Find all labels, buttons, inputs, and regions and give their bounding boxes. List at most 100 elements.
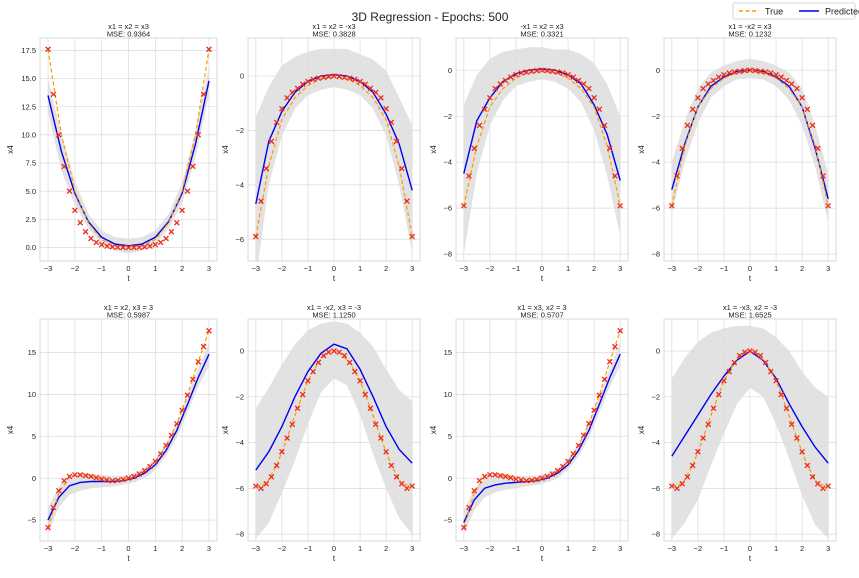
sample-marker: [481, 473, 488, 480]
y-tick-label: 0: [240, 347, 244, 356]
sample-marker: [294, 405, 301, 412]
sample-marker: [570, 74, 577, 80]
x-tick-label: −2: [486, 264, 495, 273]
sample-marker: [98, 241, 105, 248]
sample-marker: [409, 233, 416, 240]
uncertainty-band: [671, 325, 829, 539]
plot-area: [45, 327, 212, 533]
y-tick-label: 10.0: [21, 130, 36, 139]
y-tick-label: 0: [656, 347, 660, 356]
y-tick-label: 15: [444, 348, 452, 357]
axes-frame: [247, 37, 421, 262]
sample-marker: [168, 432, 175, 439]
sample-marker: [351, 368, 358, 375]
sample-marker: [61, 477, 67, 484]
sample-marker: [814, 145, 821, 152]
sample-marker: [471, 145, 478, 152]
subplot-mse: MSE: 1.6525: [728, 311, 771, 320]
sample-marker: [114, 244, 121, 251]
x-tick-label: −1: [304, 544, 313, 553]
sample-marker: [497, 81, 504, 87]
x-tick-label: 2: [800, 264, 804, 273]
sample-marker: [460, 202, 467, 209]
sample-marker: [367, 405, 374, 412]
sample-marker: [120, 476, 126, 483]
sample-marker: [131, 473, 137, 480]
y-tick-label: 17.5: [21, 46, 36, 55]
sample-marker: [82, 228, 89, 235]
sample-marker: [820, 173, 826, 179]
sample-marker: [612, 173, 618, 179]
sample-marker: [575, 77, 582, 84]
sample-marker: [88, 473, 94, 480]
sample-marker: [157, 451, 164, 457]
sample-marker: [570, 451, 577, 457]
x-tick-label: 0: [332, 264, 336, 273]
x-tick-label: −3: [460, 544, 469, 553]
x-tick-label: 3: [826, 264, 830, 273]
sample-marker: [596, 106, 603, 113]
sample-marker: [767, 70, 774, 76]
grid: [40, 319, 217, 541]
sample-marker: [502, 77, 509, 84]
sample-marker: [289, 89, 296, 96]
sample-marker: [195, 358, 202, 365]
sample-marker: [50, 91, 57, 98]
sample-marker: [799, 94, 805, 101]
sample-marker: [325, 73, 332, 80]
sample-marker: [606, 358, 613, 365]
sample-marker: [674, 485, 680, 492]
y-tick-label: −6: [651, 484, 660, 493]
sample-marker: [179, 207, 185, 214]
x-tick-label: −1: [304, 264, 313, 273]
sample-marker: [705, 421, 712, 428]
axes-frame: [455, 37, 629, 262]
sample-marker: [341, 74, 348, 81]
sample-marker: [528, 68, 535, 75]
sample-marker: [502, 473, 509, 480]
sample-marker: [549, 471, 556, 477]
sample-marker: [55, 131, 62, 138]
sample-marker: [565, 71, 571, 78]
sample-marker: [346, 75, 353, 82]
y-tick-label: 0: [656, 66, 660, 75]
x-tick-label: 3: [410, 264, 414, 273]
sample-marker: [372, 89, 379, 96]
plot-area: [460, 47, 624, 255]
x-tick-label: −1: [97, 544, 106, 553]
sample-marker: [757, 68, 764, 75]
sample-marker: [747, 67, 753, 74]
sample-marker: [50, 504, 57, 511]
sample-marker: [544, 473, 551, 480]
sample-marker: [163, 442, 169, 449]
x-tick-label: 1: [153, 544, 157, 553]
sample-marker: [168, 228, 175, 235]
y-tick-label: 5: [448, 432, 452, 441]
x-tick-label: 1: [153, 264, 157, 273]
axes-frame: [663, 37, 837, 262]
sample-marker: [268, 474, 275, 480]
sample-marker: [809, 122, 816, 129]
sample-marker: [72, 207, 78, 214]
sample-marker: [809, 474, 816, 480]
sample-marker: [679, 480, 686, 487]
sample-marker: [152, 241, 159, 248]
sample-marker: [684, 474, 691, 480]
sample-marker: [305, 377, 311, 384]
sample-marker: [147, 243, 153, 249]
sample-marker: [476, 477, 483, 484]
sample-marker: [393, 474, 400, 480]
sample-marker: [736, 352, 743, 359]
sample-marker: [263, 480, 270, 487]
x-tick-label: −2: [278, 544, 287, 553]
sample-marker: [141, 467, 148, 474]
subplot-mse: MSE: 0.3828: [312, 30, 355, 39]
sample-marker: [794, 435, 800, 441]
y-tick-label: −2: [235, 392, 244, 401]
sample-marker: [93, 474, 100, 481]
sample-marker: [591, 94, 597, 101]
